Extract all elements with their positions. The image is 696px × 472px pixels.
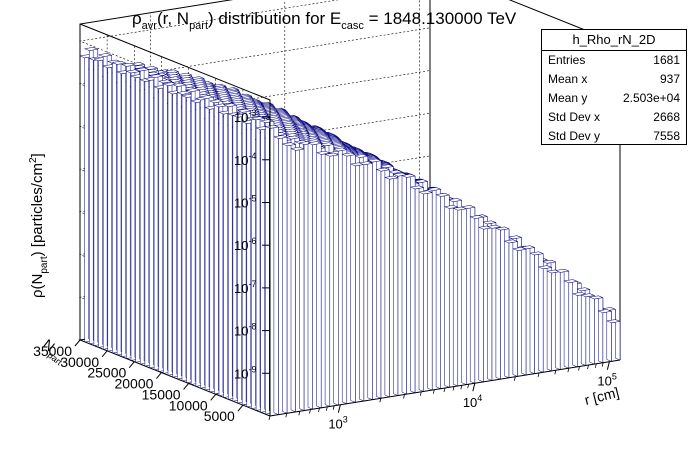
lego-bar: [546, 269, 562, 372]
lego-bar: [307, 141, 323, 410]
z-tick-label: 10-9: [234, 364, 256, 381]
lego-bar: [341, 152, 357, 404]
x-tick-label: 103: [328, 415, 347, 432]
z-ticks: 10-3 10-4 10-5 10-6 10-7 10-8 10-9: [234, 108, 270, 381]
y-tick-label: 5000: [204, 408, 235, 424]
lego-bar: [503, 239, 519, 379]
x-tick-label: 105: [597, 372, 616, 389]
lego-bar: [435, 192, 451, 389]
x-axis-label: r [cm]: [583, 384, 621, 408]
stats-label: Std Dev x: [548, 110, 601, 124]
lego-bar: [537, 265, 553, 373]
stats-label: Std Dev y: [548, 129, 601, 143]
lego-bar: [597, 309, 613, 363]
x-ticks: 103 104 105: [268, 361, 617, 432]
z-tick-label: 10-5: [234, 193, 256, 210]
lego-bar: [392, 172, 408, 396]
lego-bar: [494, 226, 510, 380]
lego-bar: [272, 135, 289, 415]
stats-value: 2668: [653, 110, 680, 124]
stats-label: Mean y: [548, 91, 588, 105]
lego-bar: [264, 124, 280, 417]
lego-bar: [460, 205, 476, 385]
x-tick-label: 104: [463, 393, 482, 410]
lego-bar: [529, 251, 545, 374]
y-tick-label: 15000: [142, 386, 181, 402]
stats-row: Entries 1681: [542, 51, 686, 70]
chart-title: ρavr(r, Npart) distribution for Ecasc = …: [132, 9, 517, 32]
stats-row: Mean y 2.503e+04: [542, 89, 686, 108]
lego-bar: [571, 291, 587, 368]
z-tick-label: 10-3: [234, 108, 256, 125]
stats-row: Std Dev x 2668: [542, 108, 686, 127]
z-tick-label: 10-4: [234, 151, 256, 168]
lego-bar: [469, 215, 485, 384]
y-tick-label: 35000: [33, 343, 72, 359]
stats-row: Std Dev y 7558: [542, 127, 686, 146]
stats-title: h_Rho_rN_2D: [542, 30, 686, 51]
z-tick-label: 10-6: [234, 236, 256, 253]
lego-bar: [511, 247, 528, 377]
stats-row: Mean x 937: [542, 70, 686, 89]
lego-bar: [315, 150, 331, 409]
z-tick-label: 10-8: [234, 322, 256, 339]
y-tick-label: 25000: [87, 365, 126, 381]
stats-value: 2.503e+04: [622, 91, 680, 105]
y-tick-label: 10000: [169, 397, 208, 413]
lego-bar: [409, 185, 425, 394]
lego-bar: [443, 204, 459, 388]
lego-bar: [580, 293, 596, 366]
z-axis-label: ρ(Npart) [particles/cm2]: [28, 153, 50, 298]
stats-label: Mean x: [548, 72, 588, 86]
lego-bar: [426, 187, 442, 391]
y-tick-label: 20000: [114, 376, 153, 392]
lego-bar: [605, 319, 621, 362]
lego-bars: [79, 47, 621, 417]
stats-value: 1681: [653, 53, 680, 67]
lego-bar: [375, 167, 391, 399]
lego-bar: [563, 279, 579, 369]
stats-box: h_Rho_rN_2D Entries 1681 Mean x 937 Mean y 2.…: [541, 29, 687, 145]
z-tick-label: 10-7: [234, 279, 256, 296]
lego-bar: [554, 268, 570, 370]
stats-label: Entries: [548, 53, 586, 67]
stats-value: 7558: [653, 129, 680, 143]
stats-value: 937: [659, 72, 680, 86]
y-tick-label: 30000: [60, 354, 99, 370]
